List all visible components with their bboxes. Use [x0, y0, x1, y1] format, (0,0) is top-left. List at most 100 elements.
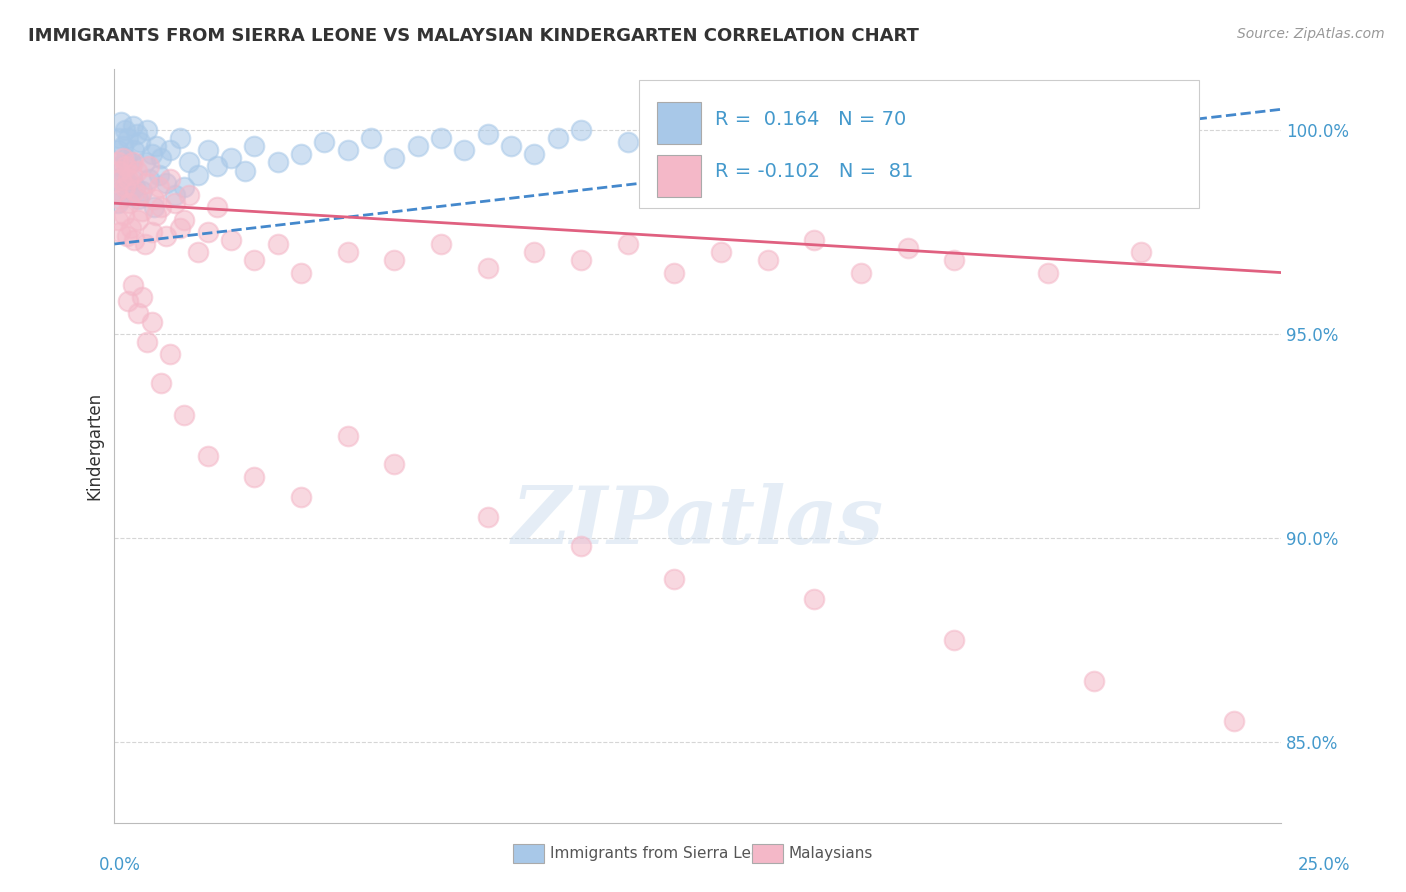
Point	[523, 147, 546, 161]
Point	[115, 160, 138, 174]
Point	[118, 196, 141, 211]
Text: ZIPatlas: ZIPatlas	[512, 483, 884, 560]
Point	[569, 539, 592, 553]
Point	[148, 168, 170, 182]
Point	[124, 179, 146, 194]
Point	[477, 261, 499, 276]
Point	[121, 171, 143, 186]
Point	[756, 253, 779, 268]
Point	[145, 209, 167, 223]
Text: 0.0%: 0.0%	[98, 856, 141, 874]
Point	[107, 212, 129, 227]
Point	[165, 196, 187, 211]
Point	[127, 212, 149, 227]
Point	[897, 119, 920, 133]
Point	[177, 188, 200, 202]
Y-axis label: Kindergarten: Kindergarten	[86, 392, 103, 500]
Point	[197, 143, 219, 157]
Bar	[657, 103, 702, 144]
Text: Source: ZipAtlas.com: Source: ZipAtlas.com	[1237, 27, 1385, 41]
Point	[127, 192, 149, 206]
Text: R = -0.102   N =  81: R = -0.102 N = 81	[716, 162, 914, 181]
Point	[111, 139, 134, 153]
Point	[187, 245, 209, 260]
Point	[943, 253, 966, 268]
Point	[110, 225, 132, 239]
Point	[187, 168, 209, 182]
Point	[1083, 673, 1105, 688]
Point	[523, 245, 546, 260]
Point	[360, 131, 382, 145]
Point	[124, 184, 146, 198]
Point	[803, 114, 825, 128]
Point	[616, 135, 638, 149]
Point	[336, 245, 359, 260]
Point	[145, 139, 167, 153]
Point	[155, 176, 177, 190]
Point	[155, 228, 177, 243]
Point	[205, 200, 228, 214]
Point	[150, 200, 173, 214]
Point	[943, 111, 966, 125]
Point	[243, 469, 266, 483]
Point	[499, 139, 522, 153]
Point	[110, 114, 132, 128]
Point	[129, 135, 152, 149]
Point	[134, 237, 156, 252]
Point	[117, 294, 139, 309]
Point	[169, 220, 191, 235]
Point	[477, 510, 499, 524]
Point	[108, 163, 131, 178]
Point	[134, 155, 156, 169]
Point	[150, 151, 173, 165]
Point	[173, 212, 195, 227]
FancyBboxPatch shape	[640, 80, 1199, 208]
Point	[267, 155, 290, 169]
Point	[314, 135, 336, 149]
Point	[159, 143, 181, 157]
Point	[131, 184, 153, 198]
Point	[803, 233, 825, 247]
Point	[430, 237, 453, 252]
Point	[290, 266, 312, 280]
Bar	[657, 155, 702, 197]
Point	[108, 131, 131, 145]
Point	[710, 119, 733, 133]
Point	[165, 188, 187, 202]
Point	[382, 253, 405, 268]
Point	[125, 163, 148, 178]
Point	[197, 225, 219, 239]
Point	[336, 143, 359, 157]
Point	[477, 127, 499, 141]
Point	[803, 592, 825, 607]
Point	[120, 155, 142, 169]
Point	[453, 143, 475, 157]
Point	[118, 188, 141, 202]
Point	[336, 429, 359, 443]
Point	[943, 632, 966, 647]
Point	[112, 168, 135, 182]
Point	[569, 253, 592, 268]
Point	[131, 290, 153, 304]
Point	[219, 233, 242, 247]
Point	[1130, 103, 1153, 117]
Point	[121, 168, 143, 182]
Point	[1083, 114, 1105, 128]
Point	[107, 143, 129, 157]
Point	[169, 131, 191, 145]
Point	[290, 147, 312, 161]
Point	[710, 245, 733, 260]
Point	[406, 139, 429, 153]
Point	[110, 171, 132, 186]
Point	[756, 122, 779, 136]
Point	[547, 131, 569, 145]
Point	[148, 179, 170, 194]
Point	[122, 277, 145, 292]
Point	[117, 171, 139, 186]
Point	[233, 163, 256, 178]
Point	[110, 160, 132, 174]
Point	[122, 155, 145, 169]
Point	[205, 160, 228, 174]
Point	[122, 119, 145, 133]
Point	[117, 228, 139, 243]
